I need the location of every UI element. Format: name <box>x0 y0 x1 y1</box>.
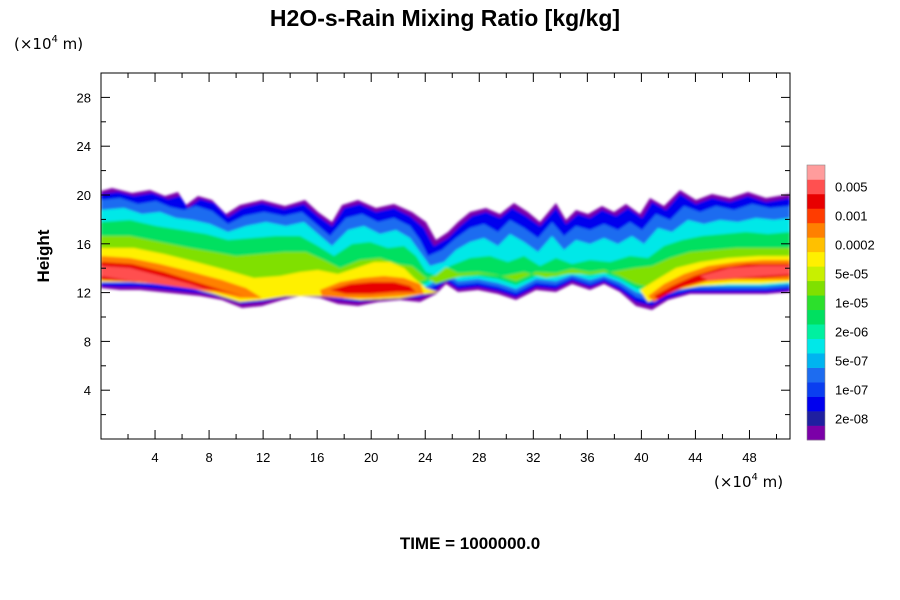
colorbar-label: 2e-06 <box>835 324 868 339</box>
x-tick-label: 32 <box>526 450 540 465</box>
colorbar-swatch <box>807 353 825 368</box>
chart-title: H2O-s-Rain Mixing Ratio [kg/kg] <box>270 5 620 31</box>
colorbar-label: 0.001 <box>835 209 868 224</box>
colorbar-swatch <box>807 251 825 267</box>
y-axis-ticks: 4 8 12 16 20 24 28 <box>77 90 790 416</box>
y-tick-label: 28 <box>77 90 91 105</box>
x-tick-label: 12 <box>256 450 270 465</box>
plot-border <box>100 72 791 440</box>
colorbar-label: 5e-07 <box>835 353 868 368</box>
colorbar-swatch <box>807 382 825 397</box>
y-tick-label: 4 <box>84 383 91 398</box>
y-tick-label: 24 <box>77 139 91 154</box>
colorbar-label: 5e-05 <box>835 267 868 282</box>
x-tick-label: 4 <box>151 450 158 465</box>
y-tick-label: 8 <box>84 334 91 349</box>
colorbar-swatch <box>807 179 825 195</box>
y-tick-label: 20 <box>77 188 91 203</box>
colorbar: 2e-08 1e-07 5e-07 2e-06 1e-05 5e-05 0.0002 0.00… <box>806 164 875 441</box>
colorbar-label: 2e-08 <box>835 411 868 426</box>
contour-band <box>700 266 790 280</box>
colorbar-swatch <box>807 367 825 383</box>
colorbar-swatch <box>807 309 825 325</box>
x-tick-label: 16 <box>310 450 324 465</box>
contour-band <box>330 282 416 294</box>
colorbar-frame <box>806 164 826 441</box>
colorbar-swatch <box>807 324 825 339</box>
y-tick-label: 12 <box>77 286 91 301</box>
time-label: TIME = 1000000.0 <box>400 534 540 553</box>
x-tick-label: 28 <box>472 450 486 465</box>
colorbar-label: 1e-07 <box>835 382 868 397</box>
x-tick-label: 24 <box>418 450 432 465</box>
y-tick-label: 16 <box>77 237 91 252</box>
y-axis-unit: (×104 m) <box>14 34 83 53</box>
colorbar-label: 0.005 <box>835 180 868 195</box>
contour-band <box>101 236 790 288</box>
colorbar-swatch <box>807 280 825 296</box>
colorbar-swatch <box>807 295 825 311</box>
contour-band <box>101 266 214 292</box>
colorbar-swatch <box>807 165 825 180</box>
x-tick-label: 40 <box>634 450 648 465</box>
colorbar-swatch <box>807 338 825 354</box>
x-axis-ticks: 4 8 12 16 20 24 28 32 36 40 44 48 <box>127 73 777 465</box>
rain-field <box>101 188 790 310</box>
colorbar-swatch <box>807 208 825 224</box>
x-tick-label: 8 <box>205 450 212 465</box>
colorbar-swatch <box>807 222 825 238</box>
x-tick-label: 36 <box>580 450 594 465</box>
colorbar-swatch <box>807 425 825 441</box>
colorbar-swatch <box>807 411 825 426</box>
colorbar-swatch <box>807 396 825 412</box>
colorbar-swatch <box>807 266 825 282</box>
colorbar-swatch <box>807 193 825 209</box>
y-axis-label: Height <box>34 229 53 282</box>
x-tick-label: 48 <box>742 450 756 465</box>
colorbar-label: 0.0002 <box>835 238 875 253</box>
x-tick-label: 20 <box>364 450 378 465</box>
x-tick-label: 44 <box>688 450 702 465</box>
colorbar-swatch <box>807 237 825 253</box>
colorbar-label: 1e-05 <box>835 296 868 311</box>
x-axis-unit: (×104 m) <box>714 472 783 491</box>
